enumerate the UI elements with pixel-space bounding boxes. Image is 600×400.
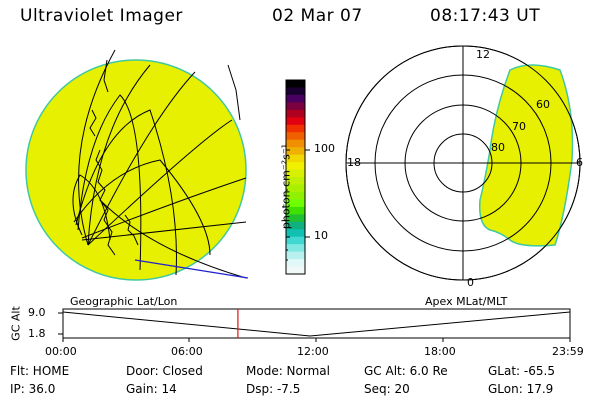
- status-seq: Seq: 20: [364, 382, 410, 396]
- status-ip: IP: 36.0: [10, 382, 56, 396]
- colorbar-swatch: [286, 80, 305, 89]
- colorbar-swatch: [286, 191, 305, 200]
- mlt-label-0: 0: [467, 276, 474, 289]
- status-glat: GLat: -65.5: [488, 364, 555, 378]
- colorbar-unit-label: photon cm⁻²s⁻¹: [279, 143, 293, 230]
- mlat-mlt-polar-plot: [345, 45, 581, 281]
- altitude-axis-title: GC Alt: [9, 306, 23, 341]
- colorbar-swatch: [286, 199, 305, 208]
- mlat-label-80: 80: [491, 141, 505, 154]
- mlt-label-6: 6: [576, 156, 583, 169]
- mlat-label-70: 70: [512, 120, 526, 133]
- altitude-y-label-low: 1.8: [28, 327, 46, 340]
- colorbar-ticks: [286, 149, 310, 261]
- colorbar-swatch: [286, 102, 305, 111]
- status-gc-alt: GC Alt: 6.0 Re: [364, 364, 448, 378]
- status-door: Door: Closed: [126, 364, 203, 378]
- colorbar-frame: [285, 79, 306, 275]
- colorbar-tick-100: 100: [314, 142, 335, 155]
- mlt-label-18: 18: [347, 156, 361, 169]
- geographic-caption: Geographic Lat/Lon: [70, 295, 178, 308]
- time-label-0600: 06:00: [171, 345, 203, 358]
- status-gain: Gain: 14: [126, 382, 177, 396]
- colorbar-swatch: [286, 229, 305, 238]
- geographic-globe-image: [25, 49, 249, 281]
- colorbar-swatch: [286, 266, 305, 275]
- altitude-y-label-high: 9.0: [28, 306, 46, 319]
- status-mode: Mode: Normal: [246, 364, 330, 378]
- status-glon: GLon: 17.9: [488, 382, 554, 396]
- colorbar-swatch: [286, 154, 305, 163]
- colorbar-swatch: [286, 177, 305, 186]
- app-title: Ultraviolet Imager: [20, 6, 183, 26]
- colorbar-swatch: [286, 244, 305, 253]
- colorbar-swatch: [286, 94, 305, 103]
- time-label-1800: 18:00: [424, 345, 456, 358]
- colorbar-swatch: [286, 139, 305, 148]
- auroral-oval-region: [478, 64, 574, 247]
- colorbar-swatch: [286, 221, 305, 230]
- colorbar-swatch: [286, 169, 305, 178]
- mlat-label-60: 60: [536, 98, 550, 111]
- status-flt: Flt: HOME: [10, 364, 70, 378]
- time-label-0000: 00:00: [45, 345, 77, 358]
- colorbar-swatch: [286, 124, 305, 133]
- status-dsp: Dsp: -7.5: [246, 382, 301, 396]
- colorbar-swatch: [286, 236, 305, 245]
- colorbar-swatch: [286, 117, 305, 126]
- colorbar-swatch: [286, 184, 305, 193]
- time-label-1200: 12:00: [297, 345, 329, 358]
- geographic-grid-lines: [72, 49, 247, 279]
- colorbar-swatch: [286, 147, 305, 156]
- mlt-label-12: 12: [476, 48, 490, 61]
- colorbar-swatch: [286, 251, 305, 260]
- colorbar-swatch: [286, 259, 305, 268]
- apex-caption: Apex MLat/MLT: [425, 295, 508, 308]
- altitude-plot: [58, 308, 571, 342]
- colorbar-swatch: [286, 87, 305, 96]
- colorbar-swatch: [286, 109, 305, 118]
- colorbar-swatch: [286, 132, 305, 141]
- colorbar-swatch: [286, 206, 305, 215]
- time-label-2359: 23:59: [552, 345, 584, 358]
- colorbar-tick-10: 10: [314, 229, 328, 242]
- colorbar-swatch: [286, 214, 305, 223]
- date-label: 02 Mar 07: [272, 6, 363, 26]
- time-label: 08:17:43 UT: [430, 6, 541, 26]
- colorbar-swatch: [286, 162, 305, 171]
- color-scale-bar: [285, 79, 306, 275]
